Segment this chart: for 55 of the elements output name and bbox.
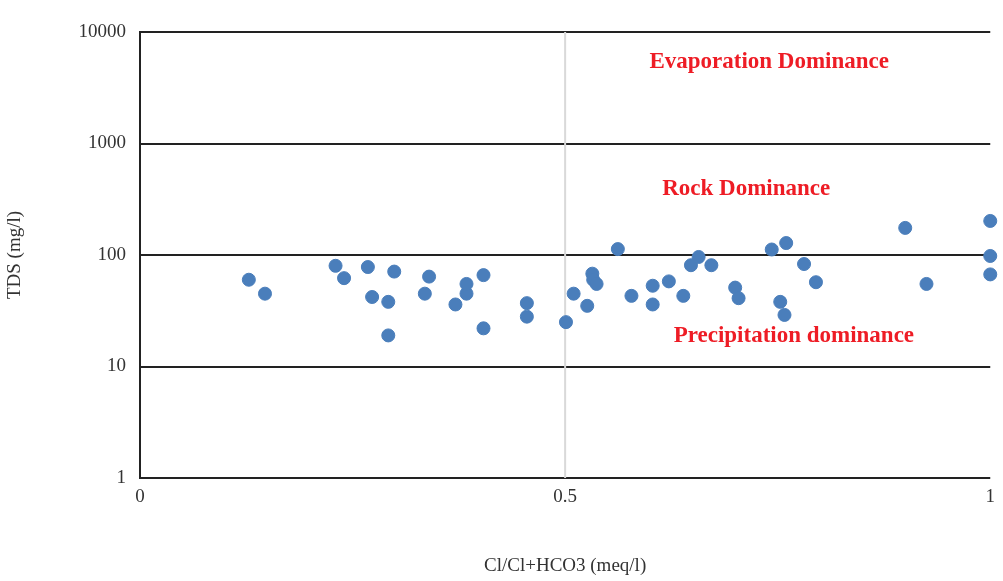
point (381, 294, 396, 309)
point (476, 268, 491, 283)
point (645, 278, 660, 293)
point (983, 213, 998, 228)
point (417, 286, 432, 301)
point (676, 288, 691, 303)
y-tick-label: 100 (97, 242, 126, 264)
x-tick-label: 0 (135, 485, 145, 507)
x-tick-label: 0.5 (553, 485, 577, 507)
point (459, 276, 474, 291)
point (683, 258, 698, 273)
point (704, 258, 719, 273)
y-axis-title: TDS (mg/l) (3, 210, 26, 300)
point (773, 294, 788, 309)
point (919, 276, 934, 291)
x-tick-label: 1 (985, 485, 995, 507)
y-tick-label: 1 (116, 465, 126, 487)
point (797, 257, 812, 272)
point (777, 307, 792, 322)
point (558, 315, 573, 330)
point (898, 220, 913, 235)
point (624, 288, 639, 303)
x-axis-title: Cl/Cl+HCO3 (meq/l) (484, 553, 647, 576)
annotation: Rock Dominance (662, 174, 831, 200)
point (610, 242, 625, 257)
point (365, 290, 380, 305)
y-tick-label: 10000 (78, 19, 126, 41)
point (328, 258, 343, 273)
annotation: Precipitation dominance (673, 322, 915, 348)
y-tick-label: 1000 (88, 131, 126, 153)
point (519, 296, 534, 311)
point (691, 249, 706, 264)
point (422, 269, 437, 284)
point (566, 286, 581, 301)
point (645, 297, 660, 312)
point (661, 274, 676, 289)
point (476, 321, 491, 336)
point (381, 328, 396, 343)
point (983, 267, 998, 282)
point (764, 242, 779, 257)
point (337, 271, 352, 286)
point (580, 298, 595, 313)
y-tick-label: 10 (107, 354, 126, 376)
point (731, 291, 746, 306)
point (448, 297, 463, 312)
point (779, 236, 794, 251)
point (589, 276, 604, 291)
point (808, 275, 823, 290)
point (257, 286, 272, 301)
point (519, 309, 534, 324)
point (387, 264, 402, 279)
point (983, 248, 998, 263)
annotation: Evaporation Dominance (649, 47, 889, 73)
point (241, 272, 256, 287)
point (360, 260, 375, 275)
